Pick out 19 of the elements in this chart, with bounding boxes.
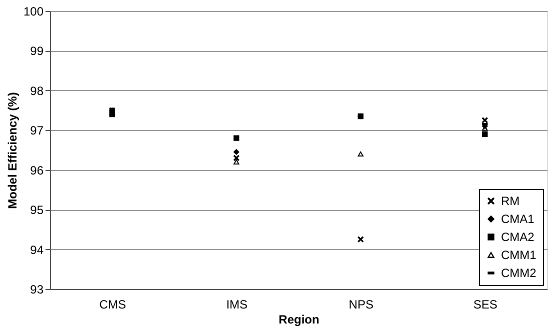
x-tick-label: CMS (99, 298, 126, 312)
legend-label: CMA1 (501, 212, 535, 226)
y-tick-label: 98 (30, 84, 44, 98)
y-tick-label: 95 (30, 203, 44, 218)
y-axis-title: Model Efficiency (%) (5, 92, 20, 209)
y-tick-label: 97 (30, 124, 44, 138)
x-tick-label: SES (473, 298, 498, 312)
legend-label: RM (501, 194, 520, 208)
x-tick-label: IMS (226, 298, 248, 312)
legend-label: CMM1 (501, 248, 537, 262)
legend-label: CMM2 (501, 266, 537, 280)
legend-label: CMA2 (501, 230, 535, 244)
y-tick-label: 93 (30, 282, 44, 296)
x-axis-title: Region (278, 312, 320, 326)
y-tick-label: 96 (30, 163, 44, 178)
y-tick-label: 99 (30, 44, 44, 58)
x-tick-label: NPS (348, 298, 374, 312)
y-tick-label: 94 (30, 242, 44, 257)
y-tick-label: 100 (23, 4, 44, 18)
